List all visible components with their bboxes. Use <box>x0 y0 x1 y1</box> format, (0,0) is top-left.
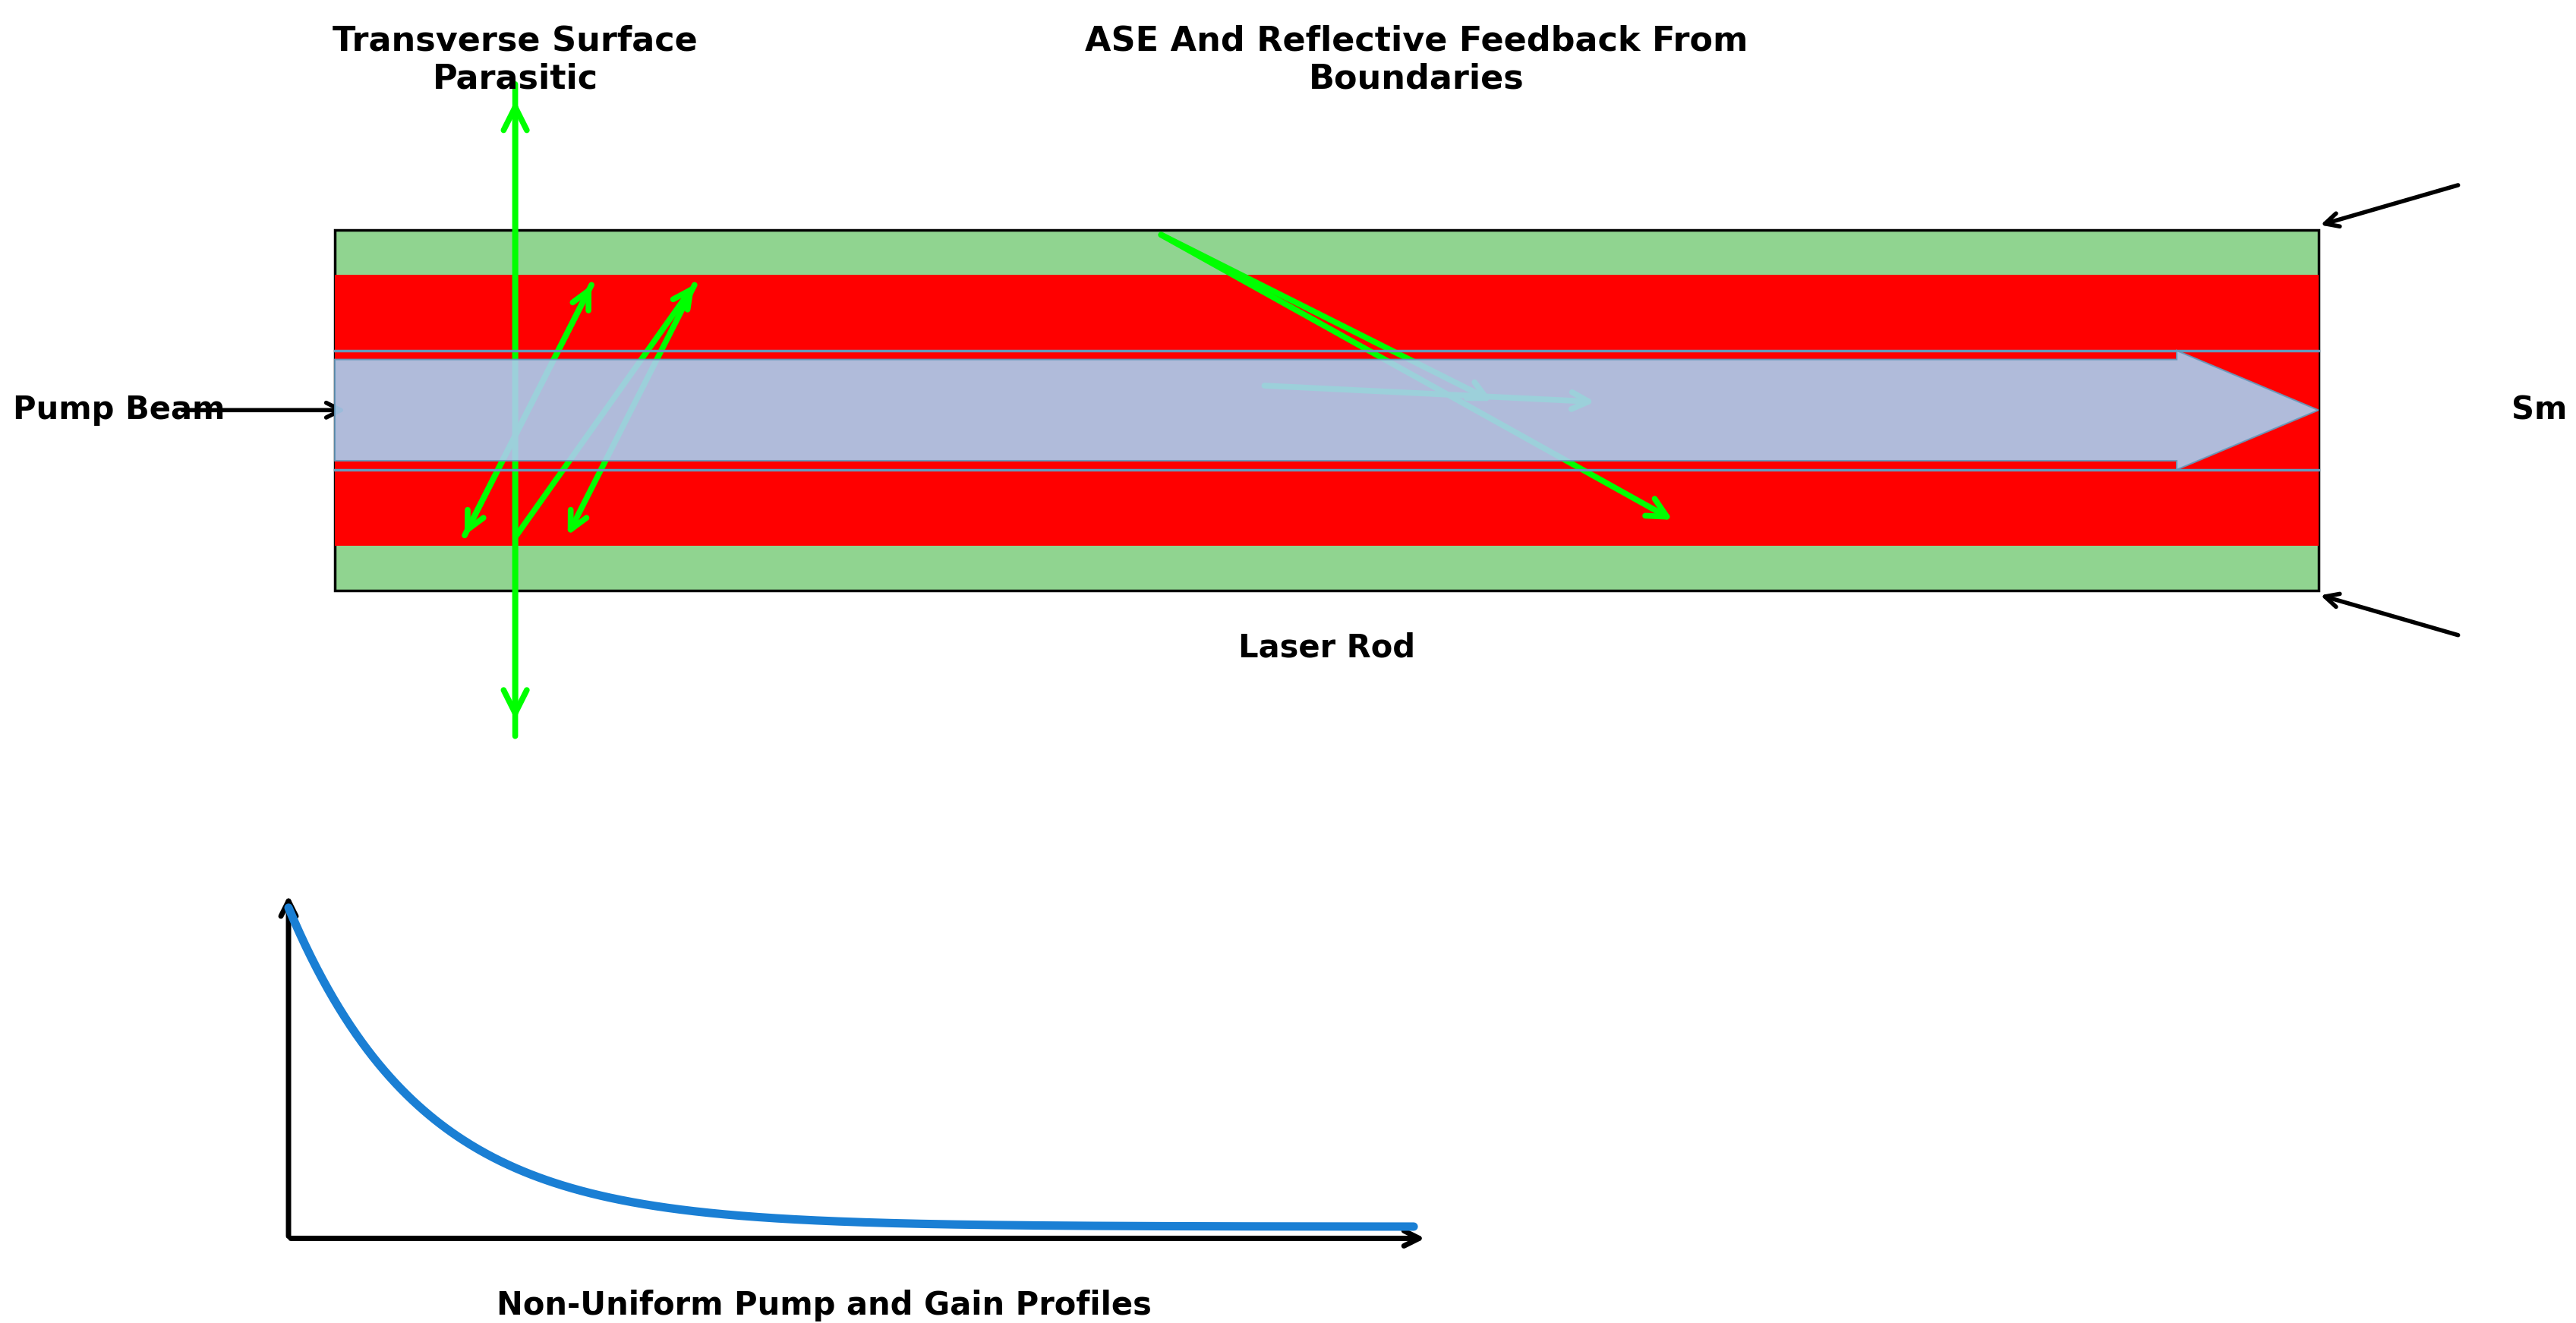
Bar <box>335 275 2318 545</box>
Text: Transverse Surface
Parasitic: Transverse Surface Parasitic <box>332 25 698 95</box>
Bar <box>335 230 2318 590</box>
Text: Sm Epitaxial Layer: Sm Epitaxial Layer <box>2512 394 2576 426</box>
Polygon shape <box>335 351 2318 470</box>
Text: Laser Rod: Laser Rod <box>1239 631 1414 663</box>
Text: Non-Uniform Pump and Gain Profiles: Non-Uniform Pump and Gain Profiles <box>497 1290 1151 1322</box>
Text: ASE And Reflective Feedback From
Boundaries: ASE And Reflective Feedback From Boundar… <box>1084 25 1749 95</box>
Text: Pump Beam: Pump Beam <box>13 394 224 426</box>
